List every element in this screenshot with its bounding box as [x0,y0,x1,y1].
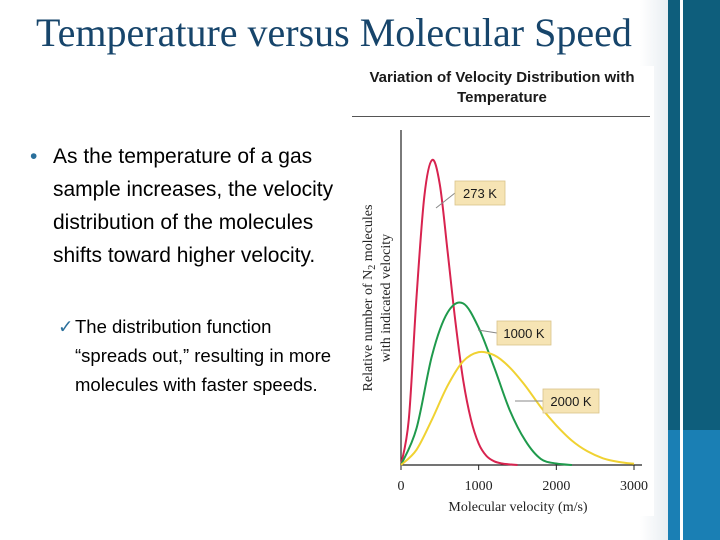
decorative-band-dark [668,0,720,430]
x-tick-label: 0 [398,479,405,494]
annotation-leader [435,192,456,209]
sub-bullet: ✓ The distribution function “spreads out… [58,312,338,399]
bullet-text: As the temperature of a gas sample incre… [53,145,334,267]
annotation-leader [477,329,498,334]
y-axis-label-line2: with indicated velocity [379,234,394,362]
decorative-band-divider [680,0,683,540]
x-axis-label: Molecular velocity (m/s) [448,500,588,515]
x-tick-label: 2000 [542,479,570,494]
chart-title: Variation of Velocity Distribution with … [369,69,635,106]
series-line-2000k [400,350,635,466]
chart-labels: 0 1000 2000 3000 273 K 1000 K 2000 K [398,180,648,494]
annotation-label: 1000 K [503,326,545,341]
annotation-label: 273 K [463,186,497,201]
series-line-1000k [400,301,573,466]
chart-title-rule [352,116,650,117]
slide-title: Temperature versus Molecular Speed [36,10,632,55]
annotation-label: 2000 K [550,394,592,409]
x-tick-label: 1000 [465,479,493,494]
annotation-box [454,180,506,206]
bullet-dot-icon: • [30,145,38,168]
sub-bullet-text: The distribution function “spreads out,”… [75,316,332,395]
series-line-273k [400,158,518,466]
annotation-box [496,320,552,346]
main-bullet: • As the temperature of a gas sample inc… [30,140,340,272]
chart-axes [400,130,642,470]
chart-curves [400,158,635,466]
decorative-band-light [668,430,720,540]
checkmark-icon: ✓ [58,316,74,337]
x-tick-label: 3000 [620,479,648,494]
annotation-box [542,388,600,414]
y-axis-label-line1: Relative number of N2 molecules [361,205,378,392]
figure-panel [352,66,654,516]
